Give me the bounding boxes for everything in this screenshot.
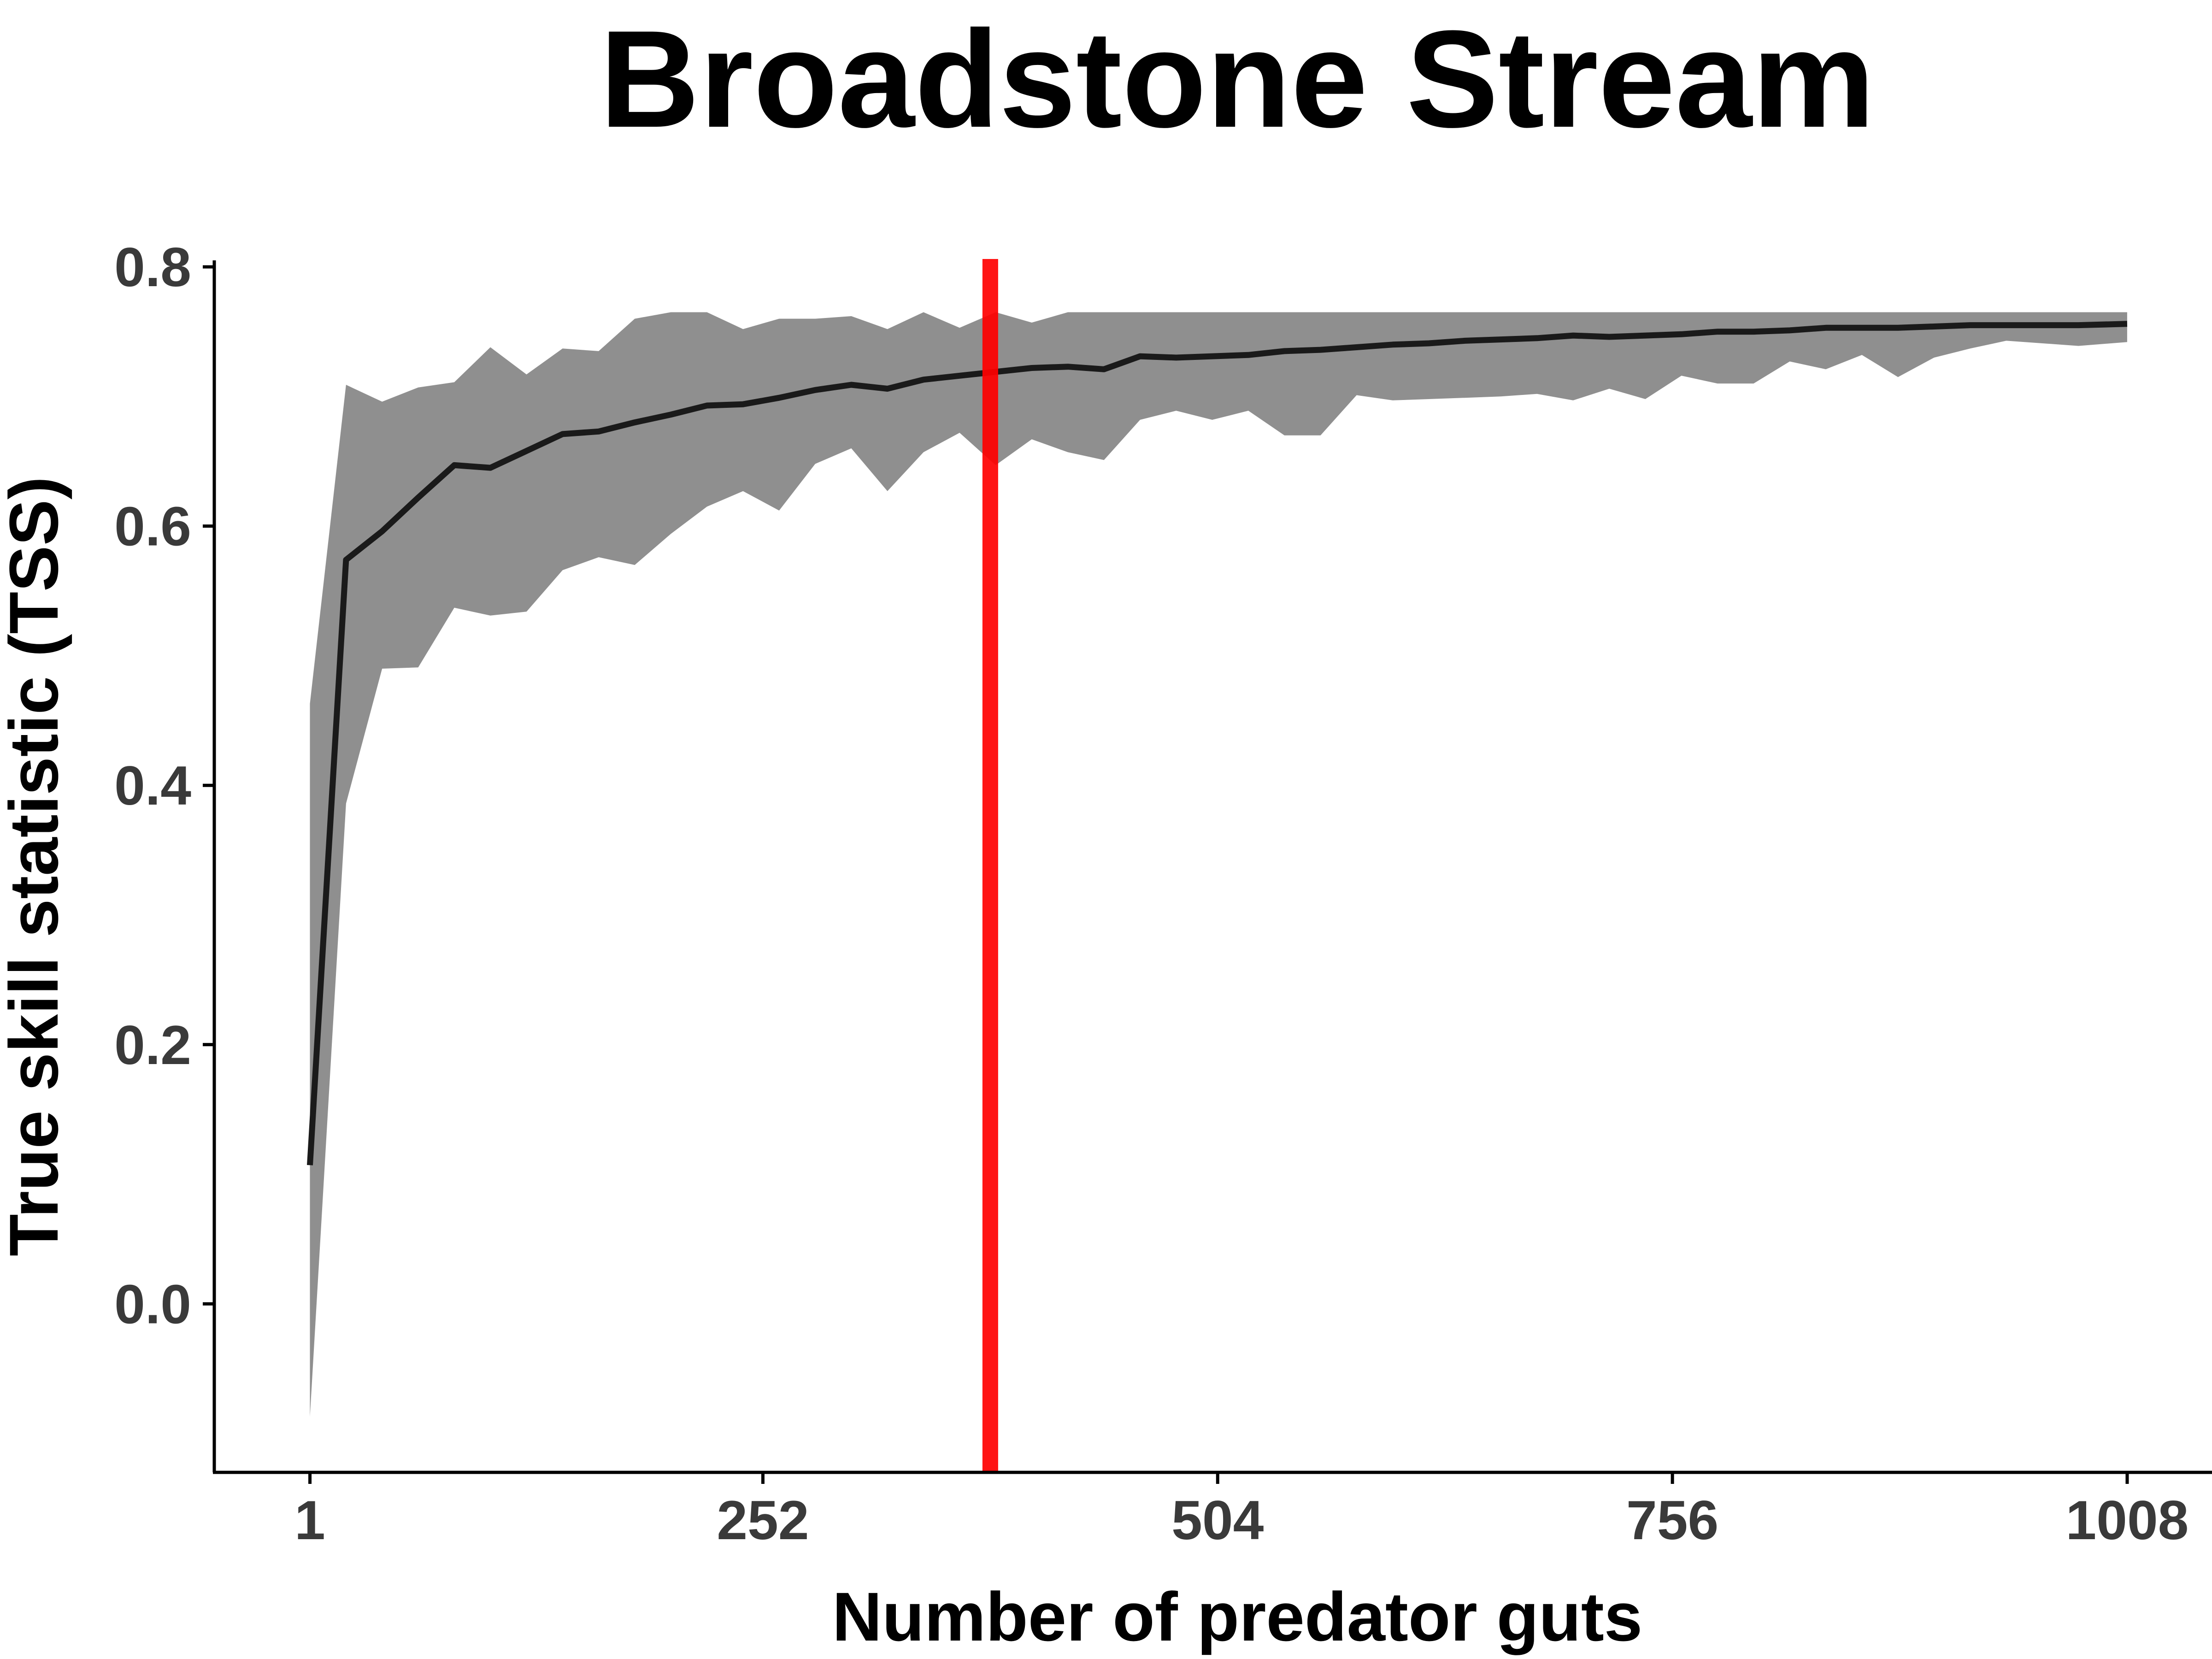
chart-title: Broadstone Stream	[600, 1, 1875, 156]
y-axis-label: True skill statistic (TSS)	[0, 477, 72, 1256]
x-axis-ticks: 1 252 504 756 1008	[294, 1472, 2188, 1551]
y-axis-ticks: 0.0 0.2 0.4 0.6 0.8	[114, 236, 214, 1335]
threshold-vline	[982, 259, 998, 1471]
y-tick-label: 0.8	[114, 236, 191, 298]
y-tick-label: 0.2	[114, 1014, 191, 1076]
x-tick-label: 756	[1626, 1489, 1718, 1551]
plot-area	[307, 259, 2128, 1471]
mean-tss-line	[307, 321, 2128, 1165]
x-tick-label: 1	[294, 1489, 325, 1551]
x-tick-label: 252	[717, 1489, 809, 1551]
x-tick-label: 504	[1171, 1489, 1264, 1551]
x-axis-label: Number of predator guts	[832, 1578, 1642, 1655]
y-tick-label: 0.6	[114, 496, 191, 558]
confidence-band	[310, 312, 2127, 1417]
y-tick-label: 0.0	[114, 1273, 191, 1335]
y-tick-label: 0.4	[114, 755, 191, 817]
x-tick-label: 1008	[2065, 1489, 2188, 1551]
